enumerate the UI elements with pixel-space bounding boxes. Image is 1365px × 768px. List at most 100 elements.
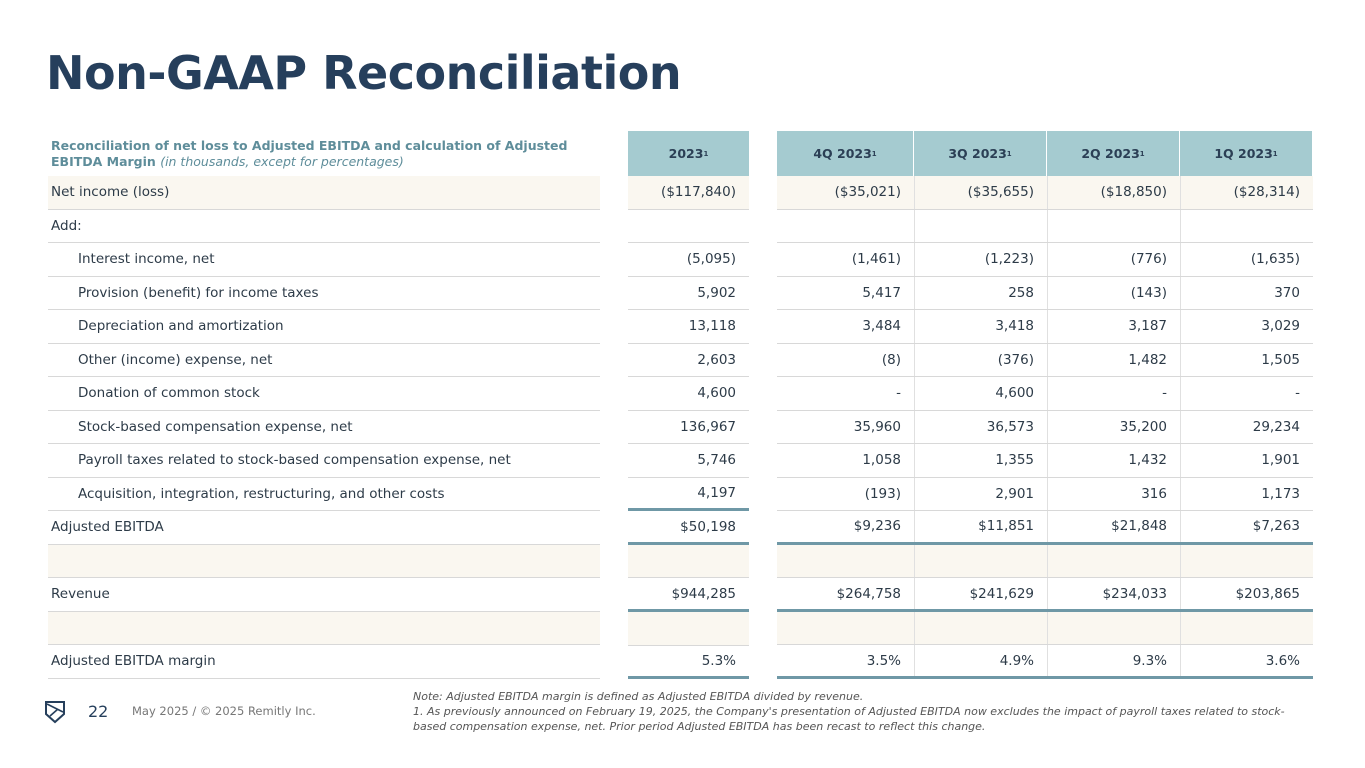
cell-quarter: (1,223) — [914, 243, 1047, 276]
cell-quarter: $11,851 — [914, 511, 1047, 542]
cell-2023: 4,600 — [628, 377, 749, 411]
cell-quarter: $21,848 — [1047, 511, 1180, 542]
annual-column: 2023 1 ($117,840) (5,095) 5,902 13,118 2,603 4… — [628, 131, 749, 680]
quarter-row: -4,600- - — [777, 377, 1313, 411]
quarter-columns: 4Q 2023 1 3Q 2023 1 2Q 2023 1 1Q 2023 1 ($35,02… — [777, 131, 1313, 680]
quarter-row: 3.5% 4.9% 9.3% 3.6% — [777, 645, 1313, 680]
quarter-row — [777, 544, 1313, 579]
cell-quarter: ($18,850) — [1047, 176, 1180, 209]
cell-quarter: (8) — [881, 351, 901, 368]
header-4q-2023: 4Q 2023 1 — [777, 131, 913, 176]
row-label — [48, 544, 600, 578]
cell-2023 — [628, 210, 749, 243]
cell-quarter — [1047, 611, 1180, 645]
cell-quarter: $9,236 — [853, 518, 901, 535]
cell-quarter — [1047, 209, 1180, 242]
footnotes: Note: Adjusted EBITDA margin is defined … — [413, 689, 1293, 734]
row-label: Add: — [48, 210, 600, 243]
cell-2023 — [628, 612, 749, 646]
cell-quarter — [778, 545, 914, 578]
cell-quarter — [1180, 209, 1313, 242]
row-label: Donation of common stock — [48, 377, 600, 411]
cell-quarter: (1,461) — [851, 251, 901, 268]
quarter-row: $264,758 $241,629 $234,033 $203,865 — [777, 578, 1313, 612]
row-label: Interest income, net — [48, 243, 600, 277]
cell-quarter: $7,263 — [1180, 511, 1313, 542]
page-title: Non-GAAP Reconciliation — [46, 46, 682, 100]
header-3q-2023: 3Q 2023 1 — [913, 131, 1046, 176]
cell-2023: $944,285 — [628, 578, 749, 613]
cell-2023: ($117,840) — [628, 176, 749, 210]
quarter-row: (1,461) (1,223) (776) (1,635) — [777, 243, 1313, 277]
cell-quarter: (143) — [1047, 276, 1180, 309]
cell-quarter: (776) — [1047, 243, 1180, 276]
footnote-1: 1. As previously announced on February 1… — [413, 705, 1285, 733]
row-label: Adjusted EBITDA margin — [48, 645, 600, 679]
cell-quarter: 3,187 — [1047, 310, 1180, 343]
cell-2023 — [628, 544, 749, 579]
cell-quarter — [778, 210, 914, 243]
page-number: 22 — [88, 702, 109, 721]
row-labels-column: Reconciliation of net loss to Adjusted E… — [48, 131, 600, 679]
cell-2023: 2,603 — [628, 344, 749, 377]
cell-quarter: 36,573 — [914, 410, 1047, 443]
cell-quarter: 1,901 — [1180, 444, 1313, 477]
cell-2023: 5,902 — [628, 277, 749, 310]
cell-2023: 5,746 — [628, 444, 749, 478]
cell-quarter — [1047, 544, 1180, 578]
cell-quarter: 35,200 — [1047, 410, 1180, 443]
footer-copyright: May 2025 / © 2025 Remitly Inc. — [132, 704, 316, 718]
cell-quarter: 1,173 — [1180, 477, 1313, 510]
cell-quarter: (193) — [864, 485, 901, 502]
cell-quarter: 35,960 — [853, 418, 901, 435]
row-label — [48, 611, 600, 645]
cell-quarter: 3.6% — [1180, 645, 1313, 677]
table-header-label: Reconciliation of net loss to Adjusted E… — [51, 137, 568, 169]
row-label: Acquisition, integration, restructuring,… — [48, 478, 600, 511]
cell-quarter: 3,418 — [914, 310, 1047, 343]
cell-quarter: (376) — [914, 343, 1047, 376]
cell-quarter: - — [1180, 377, 1313, 410]
cell-quarter: ($35,655) — [914, 176, 1047, 209]
quarter-row: 1,058 1,355 1,432 1,901 — [777, 444, 1313, 478]
cell-quarter: 4,600 — [914, 377, 1047, 410]
row-label: Adjusted EBITDA — [48, 511, 600, 545]
quarter-row — [777, 611, 1313, 646]
cell-quarter: 1,355 — [914, 444, 1047, 477]
cell-2023: 5.3% — [628, 646, 749, 680]
cell-quarter — [914, 611, 1047, 645]
header-1q-2023: 1Q 2023 1 — [1179, 131, 1312, 176]
cell-quarter: 9.3% — [1047, 645, 1180, 677]
header-2q-2023: 2Q 2023 1 — [1046, 131, 1179, 176]
cell-quarter: 258 — [914, 276, 1047, 309]
cell-quarter: 3,484 — [862, 318, 901, 335]
cell-quarter: 1,482 — [1047, 343, 1180, 376]
cell-quarter: $241,629 — [914, 578, 1047, 609]
row-label: Revenue — [48, 578, 600, 612]
cell-quarter: 370 — [1180, 276, 1313, 309]
remitly-logo-icon — [44, 700, 66, 727]
row-label: Payroll taxes related to stock-based com… — [48, 444, 600, 478]
cell-quarter: 4.9% — [914, 645, 1047, 677]
cell-quarter: 1,058 — [862, 452, 901, 469]
row-label: Other (income) expense, net — [48, 344, 600, 377]
cell-quarter — [914, 544, 1047, 578]
cell-quarter: $234,033 — [1047, 578, 1180, 609]
quarter-row: ($35,021) ($35,655) ($18,850) ($28,314) — [777, 176, 1313, 210]
cell-quarter: 3.5% — [866, 652, 901, 669]
row-label: Provision (benefit) for income taxes — [48, 277, 600, 310]
cell-quarter: 2,901 — [914, 477, 1047, 510]
cell-quarter — [1180, 544, 1313, 578]
cell-2023: 4,197 — [628, 478, 749, 512]
cell-quarter: $203,865 — [1180, 578, 1313, 609]
cell-quarter — [914, 209, 1047, 242]
cell-2023: (5,095) — [628, 243, 749, 277]
cell-quarter — [778, 612, 914, 645]
cell-2023: 136,967 — [628, 411, 749, 444]
quarter-row: $9,236 $11,851 $21,848 $7,263 — [777, 511, 1313, 545]
cell-2023: $50,198 — [628, 511, 749, 545]
cell-quarter: (1,635) — [1180, 243, 1313, 276]
cell-quarter: 29,234 — [1180, 410, 1313, 443]
quarter-row — [777, 209, 1313, 243]
cell-quarter: ($28,314) — [1180, 176, 1313, 209]
